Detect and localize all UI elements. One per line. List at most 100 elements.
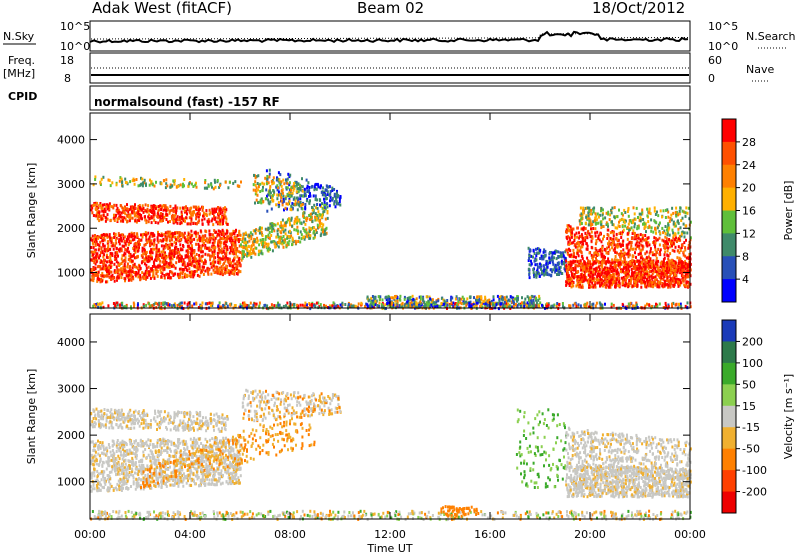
echo-cell — [277, 193, 280, 197]
echo-cell — [199, 267, 202, 271]
echo-cell — [222, 207, 225, 211]
echo-cell — [286, 181, 289, 185]
echo-cell — [582, 228, 585, 232]
echo-cell — [573, 239, 576, 242]
echo-cell — [580, 233, 583, 237]
echo-cell — [270, 229, 273, 233]
echo-cell — [148, 213, 151, 217]
echo-cell — [681, 209, 684, 213]
echo-cell — [656, 263, 659, 267]
echo-cell — [661, 226, 664, 230]
echo-cell — [119, 238, 122, 242]
echo-cell — [610, 211, 613, 215]
echo-cell — [663, 246, 666, 250]
echo-cell — [624, 278, 627, 282]
echo-cell — [136, 214, 139, 218]
echo-cell — [122, 268, 125, 272]
echo-cell — [634, 232, 636, 236]
echo-cell — [683, 231, 686, 235]
echo-cell — [108, 204, 111, 208]
echo-cell — [297, 200, 300, 204]
echo-cell — [649, 265, 652, 268]
echo-cell — [257, 229, 260, 233]
echo-cell — [303, 187, 306, 191]
echo-cell — [627, 281, 630, 285]
echo-cell — [113, 236, 116, 239]
echo-cell — [261, 234, 264, 237]
echo-cell — [277, 245, 280, 249]
echo-cell — [671, 244, 673, 248]
echo-cell — [201, 243, 204, 247]
echo-cell — [314, 218, 317, 222]
echo-cell — [225, 266, 228, 270]
echo-cell — [224, 237, 227, 241]
echo-cell — [591, 281, 594, 285]
echo-cell — [301, 185, 304, 189]
echo-cell — [680, 232, 683, 236]
echo-cell — [660, 260, 663, 264]
echo-cell — [685, 206, 688, 210]
echo-cell — [284, 232, 287, 236]
echo-cell — [162, 247, 165, 251]
echo-cell — [113, 232, 115, 236]
echo-cell — [211, 264, 214, 268]
echo-cell — [135, 265, 138, 269]
echo-cell — [257, 201, 259, 204]
echo-cell — [136, 255, 139, 259]
echo-cell — [650, 283, 653, 287]
echo-cell — [92, 250, 95, 254]
echo-cell — [607, 242, 609, 246]
echo-cell — [102, 244, 105, 248]
echo-cell — [114, 215, 117, 219]
echo-cell — [650, 218, 653, 222]
echo-cell — [254, 183, 257, 187]
echo-cell — [195, 234, 198, 238]
echo-cell — [176, 215, 179, 219]
echo-cell — [596, 250, 599, 254]
echo-cell — [543, 248, 546, 252]
echo-cell — [99, 204, 102, 208]
echo-cell — [588, 209, 591, 213]
echo-cell — [261, 238, 264, 241]
echo-cell — [127, 250, 130, 254]
echo-cell — [102, 213, 105, 217]
echo-cell — [178, 239, 181, 243]
echo-cell — [113, 215, 116, 219]
echo-cell — [684, 265, 687, 269]
echo-cell — [223, 213, 226, 217]
echo-cell — [638, 259, 641, 263]
echo-cell — [249, 231, 252, 235]
echo-cell — [213, 229, 216, 233]
echo-cell — [668, 239, 671, 243]
echo-cell — [156, 238, 159, 242]
echo-cell — [211, 212, 214, 215]
echo-cell — [263, 182, 266, 186]
echo-cell — [227, 269, 230, 272]
echo-cell — [169, 256, 172, 260]
echo-cell — [623, 220, 626, 224]
echo-cell — [280, 221, 283, 225]
echo-cell — [107, 246, 109, 250]
echo-cell — [315, 228, 318, 232]
echo-cell — [161, 260, 164, 264]
echo-cell — [670, 213, 673, 217]
echo-cell — [625, 276, 628, 280]
echo-cell — [166, 245, 169, 249]
echo-cell — [155, 255, 158, 259]
echo-cell — [677, 231, 680, 235]
echo-cell — [106, 280, 109, 284]
echo-cell — [177, 274, 180, 278]
echo-cell — [681, 243, 684, 247]
echo-cell — [176, 206, 179, 210]
echo-cell — [601, 271, 604, 275]
echo-cell — [106, 240, 109, 244]
echo-cell — [582, 279, 585, 283]
echo-cell — [292, 203, 295, 206]
echo-cell — [164, 234, 167, 238]
echo-cell — [145, 277, 147, 281]
echo-cell — [98, 235, 101, 239]
echo-cell — [497, 307, 500, 311]
echo-cell — [625, 268, 628, 272]
echo-cell — [189, 246, 192, 250]
echo-cell — [197, 211, 200, 214]
